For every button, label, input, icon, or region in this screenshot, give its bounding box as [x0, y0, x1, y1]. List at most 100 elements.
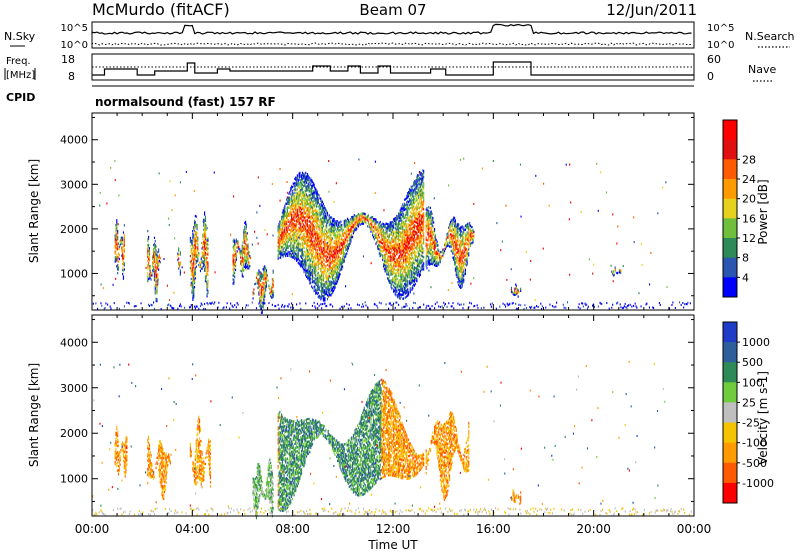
- echo-cell: [306, 229, 308, 232]
- echo-cell: [277, 231, 279, 234]
- echo-cell: [403, 223, 405, 226]
- echo-cell: [116, 221, 118, 224]
- echo-cell: [338, 243, 340, 246]
- echo-cell: [122, 245, 125, 248]
- echo-cell: [258, 293, 260, 296]
- echo-cell: [398, 295, 401, 298]
- echo-cell: [115, 236, 117, 239]
- echo-cell: [245, 243, 247, 247]
- echo-cell: [301, 256, 303, 259]
- echo-cell: [232, 264, 234, 267]
- echo-cell: [285, 202, 287, 205]
- echo-cell: [294, 253, 296, 257]
- echo-cell: [115, 256, 117, 259]
- echo-cell: [407, 270, 409, 273]
- echo-cell: [375, 222, 377, 225]
- echo-cell: [403, 268, 406, 272]
- echo-cell: [412, 265, 414, 268]
- echo-cell: [411, 262, 413, 265]
- echo-cell: [245, 235, 247, 239]
- echo-cell: [313, 227, 315, 231]
- echo-cell: [395, 272, 397, 275]
- echo-cell: [330, 294, 332, 297]
- echo-cell: [324, 214, 326, 218]
- echo-cell: [153, 243, 155, 247]
- echo-cell: [419, 271, 421, 275]
- echo-cell: [327, 285, 329, 288]
- echo-cell: [394, 279, 396, 282]
- echo-cell: [384, 264, 386, 267]
- echo-cell: [115, 228, 117, 231]
- echo-cell: [299, 235, 301, 239]
- echo-cell: [400, 217, 402, 220]
- echo-cell: [412, 207, 414, 210]
- echo-cell: [323, 289, 325, 292]
- echo-cell: [248, 267, 250, 270]
- echo-cell: [296, 176, 298, 179]
- echo-cell: [347, 245, 349, 249]
- echo-cell: [241, 274, 243, 277]
- echo-cell: [206, 263, 208, 266]
- echo-cell: [379, 224, 381, 228]
- echo-cell: [401, 277, 403, 280]
- echo-cell: [290, 243, 292, 246]
- echo-cell: [342, 249, 344, 252]
- echo-cell: [320, 219, 322, 223]
- echo-cell: [260, 299, 263, 302]
- echo-cell: [306, 185, 308, 188]
- echo-cell: [310, 205, 312, 208]
- echo-cell: [191, 253, 193, 256]
- echo-cell: [316, 203, 318, 206]
- echo-cell: [316, 189, 318, 192]
- echo-cell: [204, 233, 207, 236]
- echo-cell: [147, 249, 149, 253]
- echo-cell: [291, 249, 293, 252]
- echo-cell: [410, 235, 412, 239]
- echo-cell: [291, 207, 293, 211]
- echo-cell: [408, 261, 410, 264]
- echo-cell: [340, 234, 342, 237]
- echo-cell: [367, 215, 369, 218]
- echo-cell: [158, 262, 160, 265]
- echo-cell: [320, 205, 322, 209]
- echo-cell: [245, 250, 247, 254]
- echo-cell: [301, 207, 304, 211]
- echo-cell: [410, 261, 412, 265]
- echo-cell: [293, 213, 295, 216]
- echo-cell: [315, 214, 317, 217]
- echo-cell: [285, 214, 287, 218]
- echo-cell: [261, 275, 263, 278]
- echo-cell: [301, 193, 304, 197]
- echo-cell: [406, 289, 408, 292]
- echo-cell: [305, 266, 307, 269]
- echo-cell: [404, 238, 406, 241]
- echo-cell: [374, 236, 376, 239]
- echo-cell: [256, 273, 258, 277]
- echo-cell: [314, 233, 316, 236]
- echo-cell: [337, 270, 339, 273]
- echo-cell: [316, 233, 318, 236]
- echo-cell: [234, 243, 236, 247]
- echo-cell: [382, 258, 384, 261]
- echo-cell: [389, 251, 391, 254]
- echo-cell: [398, 212, 400, 215]
- echo-cell: [410, 271, 412, 275]
- echo-cell: [337, 280, 339, 283]
- echo-cell: [400, 265, 402, 268]
- echo-cell: [237, 240, 239, 243]
- echo-cell: [290, 225, 292, 228]
- echo-cell: [407, 214, 409, 217]
- echo-cell: [303, 246, 305, 250]
- echo-cell: [333, 250, 335, 253]
- echo-cell: [393, 243, 395, 247]
- echo-cell: [299, 237, 301, 241]
- nsearch-tick-top: 10^5: [707, 23, 734, 34]
- echo-cell: [397, 283, 399, 287]
- echo-cell: [413, 189, 415, 192]
- echo-cell: [242, 269, 244, 272]
- echo-cell: [376, 228, 378, 232]
- echo-cell: [233, 278, 235, 282]
- echo-cell: [117, 260, 119, 263]
- echo-cell: [390, 283, 392, 286]
- echo-cell: [196, 242, 198, 245]
